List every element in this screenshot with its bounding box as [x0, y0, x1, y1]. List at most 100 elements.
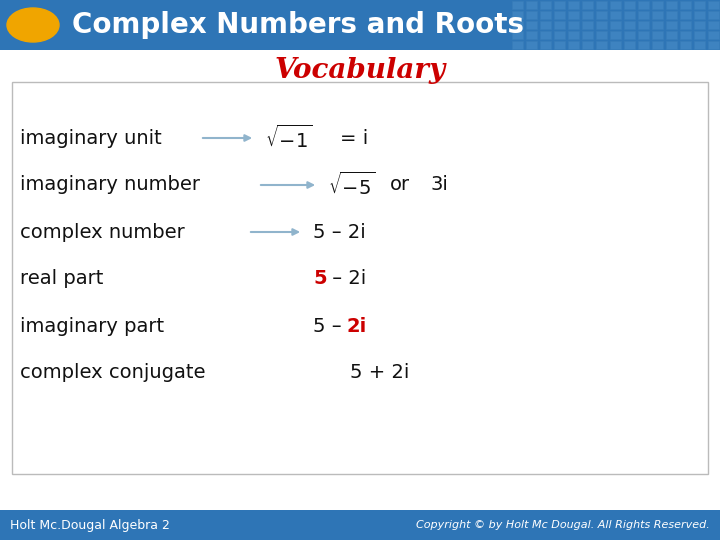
Bar	[596, 21, 607, 29]
Bar	[694, 31, 705, 39]
Bar	[12, 82, 708, 474]
Bar	[638, 11, 649, 19]
Bar	[680, 41, 691, 49]
Bar	[596, 41, 607, 49]
Bar	[596, 11, 607, 19]
Bar	[624, 31, 635, 39]
Bar	[652, 41, 663, 49]
Bar	[568, 1, 579, 9]
Text: 2i: 2i	[347, 316, 367, 335]
Bar	[554, 1, 565, 9]
Bar	[582, 21, 593, 29]
Text: complex number: complex number	[20, 222, 185, 241]
Bar	[610, 31, 621, 39]
Bar	[582, 11, 593, 19]
Bar	[0, 510, 720, 540]
Bar	[568, 41, 579, 49]
Bar	[554, 11, 565, 19]
Bar	[582, 41, 593, 49]
Bar	[652, 1, 663, 9]
Text: real part: real part	[20, 269, 104, 288]
Bar	[512, 1, 523, 9]
Bar	[512, 41, 523, 49]
Bar	[610, 11, 621, 19]
Bar	[694, 11, 705, 19]
Bar	[708, 1, 719, 9]
Bar	[596, 31, 607, 39]
Bar	[512, 11, 523, 19]
Text: Holt Mc.Dougal Algebra 2: Holt Mc.Dougal Algebra 2	[10, 518, 170, 531]
Bar	[582, 1, 593, 9]
Bar	[638, 21, 649, 29]
Bar	[666, 11, 677, 19]
Bar	[680, 1, 691, 9]
Text: imaginary unit: imaginary unit	[20, 129, 162, 147]
Bar	[540, 41, 551, 49]
Bar	[652, 21, 663, 29]
Bar	[708, 41, 719, 49]
Bar	[624, 11, 635, 19]
Bar	[568, 11, 579, 19]
Ellipse shape	[7, 8, 59, 42]
Bar	[540, 11, 551, 19]
Bar	[540, 31, 551, 39]
Text: Complex Numbers and Roots: Complex Numbers and Roots	[72, 11, 524, 39]
Bar	[512, 21, 523, 29]
Bar	[666, 31, 677, 39]
Bar	[666, 21, 677, 29]
Bar	[624, 21, 635, 29]
Text: Vocabulary: Vocabulary	[274, 57, 446, 84]
Bar	[652, 11, 663, 19]
Text: or: or	[390, 176, 410, 194]
Text: Copyright © by Holt Mc Dougal. All Rights Reserved.: Copyright © by Holt Mc Dougal. All Right…	[416, 520, 710, 530]
Bar	[610, 41, 621, 49]
Bar	[526, 11, 537, 19]
Bar	[554, 41, 565, 49]
Text: imaginary number: imaginary number	[20, 176, 200, 194]
Text: 5 + 2i: 5 + 2i	[350, 363, 410, 382]
Bar	[526, 31, 537, 39]
Bar	[0, 0, 720, 50]
Bar	[694, 21, 705, 29]
Bar	[708, 31, 719, 39]
Text: $\sqrt{-1}$: $\sqrt{-1}$	[265, 124, 312, 152]
Bar	[554, 31, 565, 39]
Bar	[582, 31, 593, 39]
Bar	[610, 1, 621, 9]
Text: = i: = i	[340, 129, 368, 147]
Text: $\sqrt{-5}$: $\sqrt{-5}$	[328, 171, 375, 199]
Bar	[596, 1, 607, 9]
Bar	[554, 21, 565, 29]
Bar	[638, 1, 649, 9]
Text: 5 – 2i: 5 – 2i	[313, 222, 366, 241]
Bar	[694, 41, 705, 49]
Bar	[540, 1, 551, 9]
Bar	[624, 41, 635, 49]
Bar	[526, 21, 537, 29]
Bar	[610, 21, 621, 29]
Bar	[652, 31, 663, 39]
Bar	[680, 21, 691, 29]
Bar	[568, 21, 579, 29]
Text: 5 –: 5 –	[313, 316, 348, 335]
Text: imaginary part: imaginary part	[20, 316, 164, 335]
Text: – 2i: – 2i	[326, 269, 366, 288]
Bar	[708, 21, 719, 29]
Bar	[680, 11, 691, 19]
Bar	[694, 1, 705, 9]
Bar	[526, 1, 537, 9]
Bar	[666, 1, 677, 9]
Text: 5: 5	[313, 269, 327, 288]
Bar	[638, 31, 649, 39]
Text: 3i: 3i	[430, 176, 448, 194]
Bar	[666, 41, 677, 49]
Bar	[526, 41, 537, 49]
Bar	[540, 21, 551, 29]
Bar	[568, 31, 579, 39]
Text: complex conjugate: complex conjugate	[20, 363, 205, 382]
Bar	[708, 11, 719, 19]
Bar	[680, 31, 691, 39]
Bar	[638, 41, 649, 49]
Bar	[624, 1, 635, 9]
Bar	[512, 31, 523, 39]
